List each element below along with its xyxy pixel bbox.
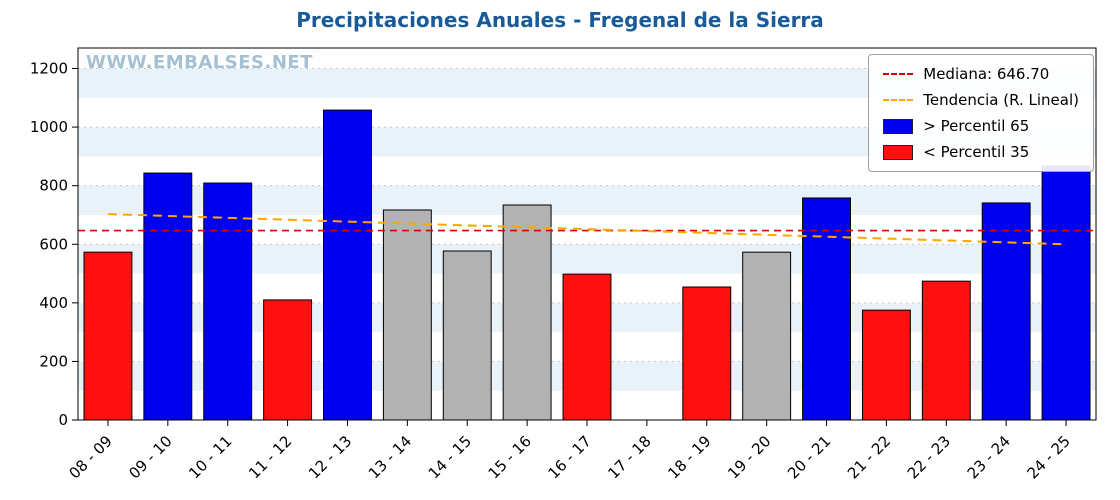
y-tick-label: 800 — [39, 177, 68, 195]
chart-title: Precipitaciones Anuales - Fregenal de la… — [296, 8, 824, 32]
bar-13-14 — [382, 209, 432, 421]
y-tick-label: 400 — [39, 294, 68, 312]
legend-label: < Percentil 35 — [923, 143, 1030, 161]
bar-08-09 — [83, 251, 133, 421]
x-tick-label: 22 - 23 — [904, 432, 954, 482]
x-tick-label: 23 - 24 — [964, 432, 1014, 482]
x-tick-label: 21 - 22 — [844, 432, 894, 482]
legend-color-patch-swatch — [883, 118, 914, 134]
legend-item: > Percentil 65 — [883, 117, 1079, 135]
legend-item: < Percentil 35 — [883, 143, 1079, 161]
bar-20-21 — [802, 197, 851, 421]
legend-item: Tendencia (R. Lineal) — [883, 91, 1079, 109]
bar-23-24 — [981, 202, 1031, 421]
x-tick-label: 11 - 12 — [245, 432, 295, 482]
bar-21-22 — [861, 309, 911, 421]
x-tick-label: 16 - 17 — [545, 432, 595, 482]
bar-19-20 — [742, 251, 792, 421]
x-tick-label: 19 - 20 — [724, 432, 774, 482]
bar-18-19 — [682, 286, 732, 421]
chart-legend: Mediana: 646.70 Tendencia (R. Lineal) > Pe… — [868, 54, 1094, 172]
x-tick-label: 12 - 13 — [305, 432, 355, 482]
bar-24-25 — [1041, 165, 1091, 421]
x-tick-label: 14 - 15 — [425, 432, 475, 482]
legend-label: > Percentil 65 — [923, 117, 1030, 135]
bar-09-10 — [143, 172, 193, 421]
watermark-text: WWW.EMBALSES.NET — [86, 52, 313, 73]
y-tick-label: 600 — [39, 235, 68, 253]
bar-10-11 — [203, 182, 253, 421]
x-tick-label: 17 - 18 — [604, 432, 654, 482]
bar-14-15 — [442, 250, 492, 421]
bar-22-23 — [921, 280, 971, 421]
bar-11-12 — [263, 299, 313, 421]
bar-16-17 — [562, 273, 612, 421]
x-tick-label: 09 - 10 — [125, 432, 175, 482]
x-tick-label: 08 - 09 — [65, 432, 115, 482]
x-tick-label: 24 - 25 — [1024, 432, 1074, 482]
legend-dashed-line-swatch — [883, 73, 914, 75]
x-tick-label: 10 - 11 — [185, 432, 235, 482]
legend-item: Mediana: 646.70 — [883, 65, 1079, 83]
legend-label: Tendencia (R. Lineal) — [923, 91, 1079, 109]
bar-12-13 — [323, 109, 372, 421]
y-tick-label: 1000 — [30, 118, 68, 136]
x-tick-label: 15 - 16 — [485, 432, 535, 482]
x-tick-label: 18 - 19 — [664, 432, 714, 482]
legend-color-patch-swatch — [883, 144, 914, 160]
y-tick-label: 200 — [39, 352, 68, 370]
x-tick-label: 20 - 21 — [784, 432, 834, 482]
bar-15-16 — [502, 204, 552, 421]
x-tick-label: 13 - 14 — [365, 432, 415, 482]
y-tick-label: 0 — [58, 411, 68, 429]
legend-dashed-line-swatch — [883, 99, 914, 101]
y-tick-label: 1200 — [30, 60, 68, 78]
legend-label: Mediana: 646.70 — [923, 65, 1050, 83]
trend-line — [107, 213, 1067, 246]
